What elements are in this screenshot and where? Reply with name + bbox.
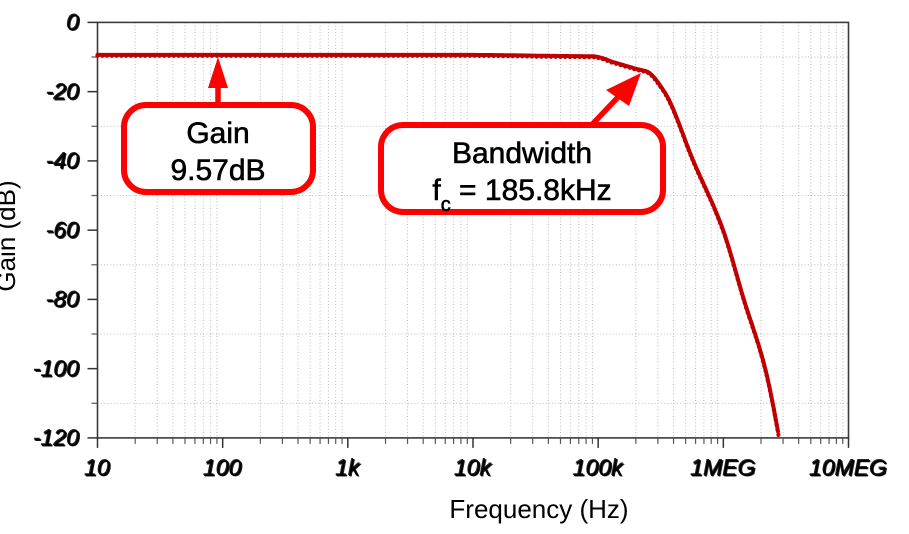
svg-text:Bandwidth: Bandwidth [452,137,592,170]
svg-text:Frequency (Hz): Frequency (Hz) [449,494,628,524]
svg-text:-20: -20 [46,79,79,105]
svg-text:-60: -60 [46,217,79,243]
svg-text:0: 0 [67,9,80,35]
svg-text:-40: -40 [46,148,79,174]
svg-text:100: 100 [203,455,242,481]
svg-text:100k: 100k [573,455,624,481]
svg-text:9.57dB: 9.57dB [170,154,265,187]
svg-text:Gain: Gain [186,117,249,150]
svg-text:1MEG: 1MEG [691,455,756,481]
svg-text:1k: 1k [336,455,362,481]
svg-text:-100: -100 [33,356,79,382]
svg-text:10: 10 [85,455,111,481]
svg-text:Gain (dB): Gain (dB) [0,180,21,291]
svg-text:-120: -120 [33,425,79,451]
svg-text:10k: 10k [454,455,493,481]
svg-text:10MEG: 10MEG [810,455,888,481]
svg-text:-80: -80 [46,286,79,312]
